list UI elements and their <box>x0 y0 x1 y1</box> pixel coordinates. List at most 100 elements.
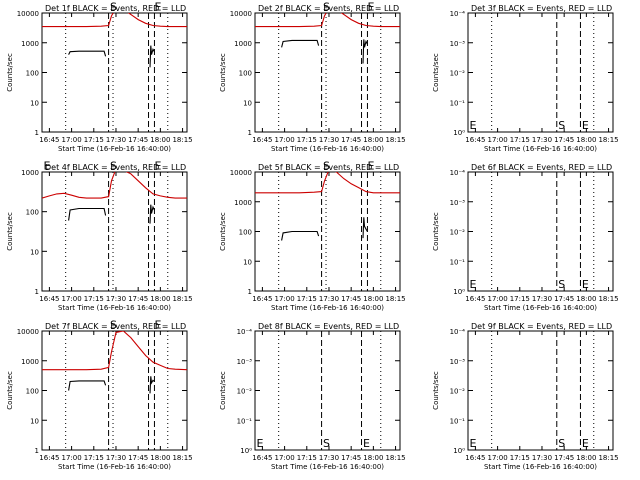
marker-label-s: S <box>558 119 565 132</box>
x-tick-label: 17:00 <box>274 136 294 144</box>
marker-label-e: E <box>582 437 589 450</box>
y-axis-label: Counts/sec <box>432 212 440 251</box>
y-tick-label: 10⁻³ <box>450 199 466 207</box>
y-tick-label: 10⁻⁴ <box>450 10 466 18</box>
marker-label-e: E <box>154 160 161 173</box>
x-tick-label: 17:30 <box>319 136 339 144</box>
x-tick-label: 18:15 <box>172 136 192 144</box>
x-tick-label: 16:45 <box>465 454 485 462</box>
marker-label-s: S <box>110 319 117 332</box>
y-tick-label: 10000 <box>17 10 39 18</box>
x-tick-label: 18:00 <box>150 295 170 303</box>
marker-label-e: E <box>582 119 589 132</box>
chart-panel-2: Det 2f BLACK = Events, RED = LLD 1 10 100 10… <box>219 1 406 153</box>
y-tick-label: 10⁻⁴ <box>450 328 466 336</box>
x-tick-label: 18:00 <box>363 136 383 144</box>
marker-label-e: E <box>367 160 374 173</box>
marker-label-e: E <box>469 437 476 450</box>
y-tick-label: 1000 <box>21 40 39 48</box>
series-line-lld <box>42 13 187 28</box>
y-tick-label: 100 <box>26 388 39 396</box>
x-tick-label: 18:15 <box>598 136 618 144</box>
x-axis-label: Start Time (16-Feb-16 16:40:00) <box>271 304 384 312</box>
marker-label-s: S <box>110 160 117 173</box>
y-tick-label: 10 <box>30 417 39 425</box>
y-tick-label: 1 <box>35 447 39 455</box>
plot-frame <box>41 12 188 133</box>
y-tick-label: 1 <box>35 129 39 137</box>
x-tick-label: 17:15 <box>84 136 104 144</box>
x-tick-label: 17:00 <box>487 454 507 462</box>
chart-panel-6: Det 6f BLACK = Events, RED = LLD 10⁰ 10⁻¹ 1… <box>432 163 619 312</box>
x-tick-label: 18:00 <box>150 454 170 462</box>
series-line-events <box>281 39 320 48</box>
x-tick-label: 17:00 <box>487 295 507 303</box>
x-tick-label: 17:00 <box>274 454 294 462</box>
x-axis-label: Start Time (16-Feb-16 16:40:00) <box>58 304 171 312</box>
plot-frame <box>467 12 614 133</box>
y-tick-label: 10 <box>243 258 252 266</box>
plot-frame <box>254 330 401 451</box>
x-tick-label: 18:00 <box>363 454 383 462</box>
series-line-events <box>362 39 368 64</box>
x-tick-label: 18:15 <box>598 295 618 303</box>
y-tick-label: 10⁰ <box>240 447 252 455</box>
y-tick-label: 100 <box>26 209 39 217</box>
marker-label-e: E <box>256 437 263 450</box>
chart-title: Det 8f BLACK = Events, RED = LLD <box>258 322 399 331</box>
marker-label-e: E <box>582 278 589 291</box>
y-tick-label: 1000 <box>21 358 39 366</box>
series-line-lld <box>255 172 400 194</box>
x-tick-label: 16:45 <box>252 295 272 303</box>
chart-title: Det 6f BLACK = Events, RED = LLD <box>471 163 612 172</box>
chart-title: Det 1f BLACK = Events, RED = LLD <box>45 4 186 13</box>
y-tick-label: 1 <box>248 129 252 137</box>
chart-title: Det 9f BLACK = Events, RED = LLD <box>471 322 612 331</box>
series-line-events <box>362 217 368 239</box>
chart-panel-5: Det 5f BLACK = Events, RED = LLD 1 10 100 10… <box>219 160 406 312</box>
y-tick-label: 10⁻¹ <box>450 99 466 107</box>
y-tick-label: 1000 <box>234 199 252 207</box>
x-axis-label: Start Time (16-Feb-16 16:40:00) <box>58 463 171 471</box>
y-tick-label: 10 <box>30 248 39 256</box>
y-tick-label: 10⁻³ <box>450 40 466 48</box>
x-tick-label: 17:30 <box>532 295 552 303</box>
marker-label-e: E <box>154 1 161 14</box>
x-axis-label: Start Time (16-Feb-16 16:40:00) <box>484 145 597 153</box>
y-tick-label: 10000 <box>230 10 252 18</box>
x-tick-label: 16:45 <box>465 295 485 303</box>
marker-label-e: E <box>367 1 374 14</box>
chart-panel-1: Det 1f BLACK = Events, RED = LLD 1 10 100 10… <box>6 1 193 153</box>
chart-panel-3: Det 3f BLACK = Events, RED = LLD 10⁰ 10⁻¹ 1… <box>432 4 619 153</box>
x-tick-label: 17:15 <box>84 295 104 303</box>
y-axis-label: Counts/sec <box>432 371 440 410</box>
x-tick-label: 17:00 <box>487 136 507 144</box>
chart-panel-8: Det 8f BLACK = Events, RED = LLD 10⁰ 10⁻¹ 1… <box>219 322 406 471</box>
x-tick-label: 17:15 <box>510 136 530 144</box>
x-tick-label: 17:15 <box>297 454 317 462</box>
x-axis-label: Start Time (16-Feb-16 16:40:00) <box>58 145 171 153</box>
x-tick-label: 17:45 <box>128 454 148 462</box>
y-tick-label: 10⁻⁴ <box>237 328 253 336</box>
series-line-events <box>68 380 107 391</box>
x-tick-label: 18:15 <box>598 454 618 462</box>
y-tick-label: 1 <box>35 288 39 296</box>
y-tick-label: 10⁰ <box>453 129 465 137</box>
x-tick-label: 16:45 <box>252 136 272 144</box>
marker-label-e: E <box>363 437 370 450</box>
x-tick-label: 17:15 <box>84 454 104 462</box>
y-tick-label: 10000 <box>230 169 252 177</box>
y-axis-label: Counts/sec <box>6 53 14 92</box>
plot-frame <box>41 171 188 292</box>
x-tick-label: 17:45 <box>554 295 574 303</box>
x-tick-label: 17:45 <box>128 136 148 144</box>
marker-label-e: E <box>154 319 161 332</box>
x-tick-label: 18:00 <box>576 295 596 303</box>
x-tick-label: 17:15 <box>510 454 530 462</box>
x-tick-label: 18:15 <box>385 454 405 462</box>
chart-title: Det 5f BLACK = Events, RED = LLD <box>258 163 399 172</box>
series-line-events <box>149 376 155 394</box>
marker-label-s: S <box>558 437 565 450</box>
series-line-lld <box>255 13 400 28</box>
